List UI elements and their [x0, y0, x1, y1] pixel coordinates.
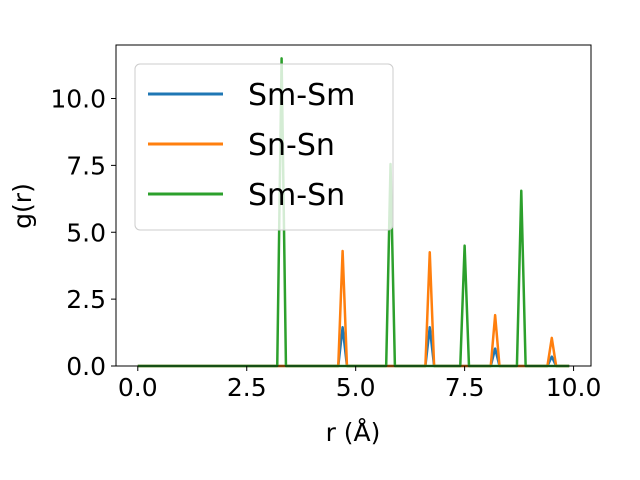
legend-label-sm-sm: Sm-Sm — [248, 78, 355, 113]
x-tick-label: 2.5 — [227, 373, 267, 402]
y-axis-label: g(r) — [8, 183, 37, 229]
x-tick-label: 5.0 — [336, 373, 376, 402]
legend-label-sn-sn: Sn-Sn — [248, 128, 335, 163]
y-tick-label: 10.0 — [50, 85, 106, 114]
y-tick-label: 0.0 — [66, 352, 106, 381]
legend-label-sm-sn: Sm-Sn — [248, 178, 345, 213]
x-tick-label: 7.5 — [445, 373, 485, 402]
series-line-sm-sm — [137, 325, 570, 368]
y-tick-label: 5.0 — [66, 218, 106, 247]
y-axis: 0.0 2.5 5.0 7.5 10.0 — [50, 85, 116, 381]
y-tick-label: 7.5 — [66, 151, 106, 180]
x-axis: 0.0 2.5 5.0 7.5 10.0 — [118, 366, 601, 402]
y-tick-label: 2.5 — [66, 285, 106, 314]
x-tick-label: 10.0 — [546, 373, 602, 402]
x-tick-label: 0.0 — [118, 373, 158, 402]
series-line-sn-sn — [137, 249, 570, 368]
x-axis-label: r (Å) — [326, 418, 381, 447]
legend-box — [134, 63, 394, 231]
legend: Sm-Sm Sn-Sn Sm-Sn — [134, 63, 394, 231]
plot-frame — [115, 44, 592, 367]
